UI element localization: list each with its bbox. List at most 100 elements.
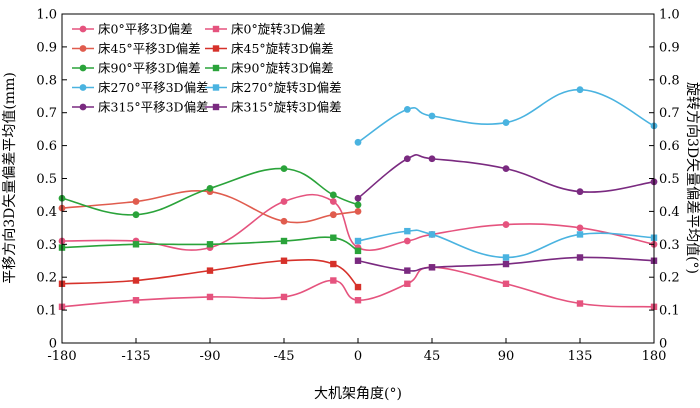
legend-label: 床90°旋转3D偏差	[231, 61, 334, 76]
legend-marker	[212, 25, 220, 33]
series-line	[357, 153, 655, 199]
series-5	[58, 234, 362, 255]
data-point	[502, 254, 510, 261]
data-point	[576, 86, 584, 94]
legend-label: 床0°旋转3D偏差	[231, 22, 326, 37]
data-point	[354, 237, 362, 245]
x-tick-label: 0	[354, 349, 362, 364]
series-line	[357, 229, 655, 259]
data-point	[354, 247, 362, 255]
left-y-axis-title: 平移方向3D矢量偏差平均值(mm)	[2, 72, 18, 284]
legend-item: 床0°旋转3D偏差	[205, 22, 326, 37]
right-y-tick-label: 0.5	[659, 172, 680, 187]
data-point	[330, 234, 337, 241]
x-tick-label: -90	[200, 349, 221, 364]
legend-item: 床315°旋转3D偏差	[205, 100, 342, 115]
data-point	[280, 165, 288, 173]
data-point	[206, 184, 214, 192]
legend-marker	[212, 103, 220, 111]
data-point	[280, 217, 288, 225]
legend-item: 床0°平移3D偏差	[72, 22, 193, 37]
left-y-tick-label: 1.0	[36, 8, 57, 23]
right-y-axis-title: 旋转方向3D矢量偏差平均值(°)	[684, 82, 700, 274]
legend-marker	[79, 45, 87, 52]
data-point	[330, 260, 337, 268]
legend-marker	[79, 25, 87, 33]
data-point	[132, 277, 140, 284]
series-line	[357, 88, 655, 143]
x-tick-label: -45	[274, 349, 295, 364]
data-point	[576, 224, 584, 232]
data-point	[502, 221, 510, 228]
legend-marker	[212, 64, 220, 72]
data-point	[354, 297, 362, 304]
legend-item: 床45°旋转3D偏差	[205, 41, 334, 56]
data-point	[280, 257, 288, 264]
data-point	[576, 254, 584, 261]
legend-label: 床45°平移3D偏差	[98, 41, 201, 56]
data-point	[206, 241, 214, 248]
right-y-tick-label: 0.1	[659, 304, 680, 319]
left-y-tick-label: 0.7	[36, 106, 57, 121]
left-y-tick-label: 0.9	[36, 40, 57, 55]
legend-item: 床270°旋转3D偏差	[205, 80, 342, 95]
legend-label: 床45°旋转3D偏差	[231, 41, 334, 56]
right-y-tick-label: 0.6	[659, 139, 680, 154]
data-point	[280, 198, 288, 205]
right-y-tick-label: 0.8	[659, 73, 680, 88]
data-point	[206, 293, 214, 301]
legend-label: 床270°旋转3D偏差	[231, 80, 342, 95]
data-point	[428, 155, 436, 163]
x-tick-label: 135	[568, 349, 593, 364]
data-point	[280, 293, 288, 301]
data-point	[280, 237, 288, 245]
legend-marker	[79, 64, 87, 72]
left-y-tick-label: 0.5	[36, 172, 57, 187]
x-tick-label: -135	[121, 349, 150, 364]
legend-item: 床90°旋转3D偏差	[205, 61, 334, 76]
left-y-tick-label: 0.1	[36, 304, 57, 319]
series-7	[354, 227, 658, 261]
data-point	[206, 267, 214, 274]
data-point	[428, 264, 436, 271]
data-point	[502, 280, 510, 287]
legend-marker	[212, 45, 220, 52]
legend-marker	[79, 103, 87, 111]
data-point	[428, 112, 436, 120]
x-axis-title: 大机架角度(°)	[314, 386, 402, 402]
data-point	[403, 106, 411, 113]
legend-marker	[212, 84, 220, 91]
series-line	[61, 190, 359, 224]
right-y-tick-label: 1.0	[659, 8, 680, 23]
legend-item: 床315°平移3D偏差	[72, 100, 209, 115]
series-4	[58, 165, 362, 219]
x-tick-label: 180	[642, 349, 667, 364]
series-2	[58, 188, 362, 225]
data-point	[354, 194, 362, 202]
left-y-tick-label: 0.4	[36, 205, 57, 220]
legend-item: 床90°平移3D偏差	[72, 61, 201, 76]
data-point	[132, 297, 140, 304]
left-y-tick-label: 0.6	[36, 139, 57, 154]
legend-label: 床315°平移3D偏差	[98, 100, 209, 115]
data-point	[576, 300, 584, 307]
right-y-tick-label: 0.4	[659, 205, 680, 220]
data-point	[354, 283, 362, 291]
x-tick-label: 90	[498, 349, 515, 364]
data-point	[329, 191, 337, 199]
data-point	[502, 119, 510, 126]
series-6	[354, 86, 658, 146]
data-point	[403, 155, 411, 163]
x-tick-label: -180	[47, 349, 76, 364]
right-y-tick-label: 0.3	[659, 238, 680, 253]
data-point	[404, 267, 411, 274]
data-point	[403, 237, 411, 245]
data-point	[132, 211, 140, 219]
data-point	[132, 198, 140, 205]
data-point	[330, 277, 337, 284]
data-point	[404, 227, 411, 235]
right-y-tick-label: 0.2	[659, 271, 680, 286]
